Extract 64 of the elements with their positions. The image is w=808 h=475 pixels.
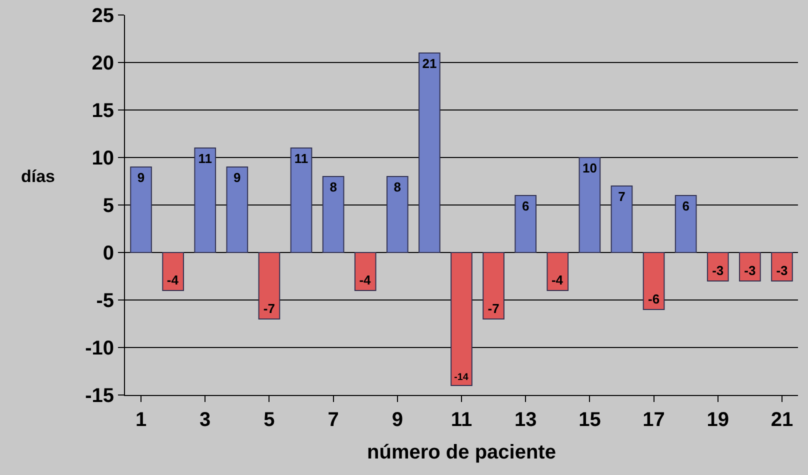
y-tick-label: 20 <box>92 52 114 74</box>
x-tick-label: 17 <box>642 409 665 431</box>
bar <box>354 252 376 291</box>
y-tick-label: -5 <box>96 290 114 312</box>
y-tick-label: 10 <box>92 148 114 170</box>
x-tick-label: 9 <box>392 409 403 431</box>
x-tick-label: 1 <box>135 409 147 431</box>
data-label: -6 <box>648 292 660 306</box>
bar <box>418 52 440 253</box>
x-tick-label: 13 <box>514 409 537 431</box>
x-tick-label: 7 <box>328 409 339 431</box>
data-label: 8 <box>394 180 402 194</box>
data-label: 11 <box>294 151 308 166</box>
bar <box>771 252 793 282</box>
data-label: -7 <box>263 301 275 316</box>
x-tick-label: 21 <box>770 409 794 431</box>
y-axis-title: días <box>21 167 56 186</box>
y-tick-label: -10 <box>85 338 114 360</box>
data-label: -3 <box>744 263 756 278</box>
data-label: 6 <box>682 198 690 214</box>
data-label: -4 <box>359 272 372 288</box>
data-label: 11 <box>198 151 212 166</box>
bar <box>642 252 665 310</box>
bar <box>450 252 472 386</box>
y-tick-label: 5 <box>102 195 114 217</box>
x-tick-label: 11 <box>450 409 472 431</box>
bar <box>514 195 537 253</box>
bar <box>739 252 761 282</box>
data-label: 7 <box>618 189 626 204</box>
y-tick-label: 0 <box>102 242 114 264</box>
bar <box>194 148 216 253</box>
x-tick-label: 19 <box>706 409 730 431</box>
data-label: -3 <box>712 263 724 278</box>
data-label: 10 <box>582 160 597 176</box>
data-label: -3 <box>776 263 788 278</box>
bar <box>674 195 697 253</box>
y-tick-label: -15 <box>85 385 114 407</box>
x-axis-title: número de paciente <box>367 442 556 464</box>
data-label: -4 <box>166 272 180 288</box>
bar <box>258 252 280 320</box>
bar <box>578 157 601 253</box>
data-label: 9 <box>234 170 241 185</box>
bar <box>130 166 152 253</box>
data-label: 6 <box>522 198 530 214</box>
y-tick-label: 15 <box>92 100 114 122</box>
x-tick-label: 3 <box>200 409 211 431</box>
y-tick-label: 25 <box>92 5 114 27</box>
bar <box>706 252 729 282</box>
bar <box>610 186 633 253</box>
data-label: 9 <box>137 170 145 185</box>
data-label: -4 <box>551 272 564 288</box>
x-tick-label: 15 <box>578 409 601 431</box>
data-label: -7 <box>488 301 500 316</box>
bar <box>386 176 408 253</box>
data-label: 8 <box>330 180 337 194</box>
bar <box>162 252 184 291</box>
bar <box>322 176 344 253</box>
bar <box>546 252 569 291</box>
bar <box>482 252 504 320</box>
bar <box>290 148 312 253</box>
x-tick-label: 5 <box>264 409 275 431</box>
data-label: -14 <box>454 372 469 384</box>
bar <box>226 166 248 253</box>
data-label: 21 <box>422 56 437 71</box>
